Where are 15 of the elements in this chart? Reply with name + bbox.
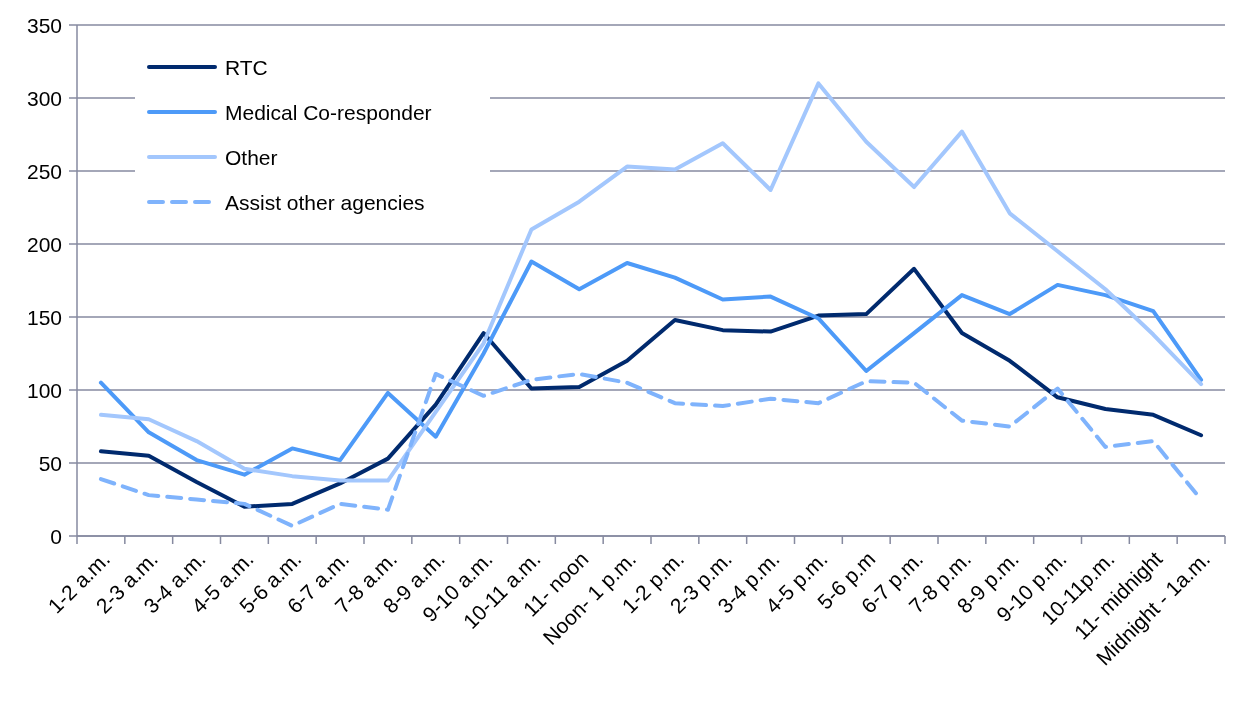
y-tick-label: 200 [26, 232, 62, 256]
legend-label: Medical Co-responder [225, 100, 432, 124]
y-tick-label: 0 [50, 524, 62, 548]
legend-label: RTC [225, 55, 268, 79]
y-tick-label: 350 [26, 13, 62, 37]
y-tick-label: 50 [38, 451, 62, 475]
line-series [98, 266, 1204, 509]
line-series [98, 259, 1204, 477]
legend-label: Assist other agencies [225, 190, 425, 214]
y-tick-label: 300 [26, 86, 62, 110]
legend-label: Other [225, 145, 278, 169]
y-tick-label: 250 [26, 159, 62, 183]
line-series [98, 81, 1204, 483]
y-tick-label: 100 [26, 378, 62, 402]
y-tick-label: 150 [26, 305, 62, 329]
